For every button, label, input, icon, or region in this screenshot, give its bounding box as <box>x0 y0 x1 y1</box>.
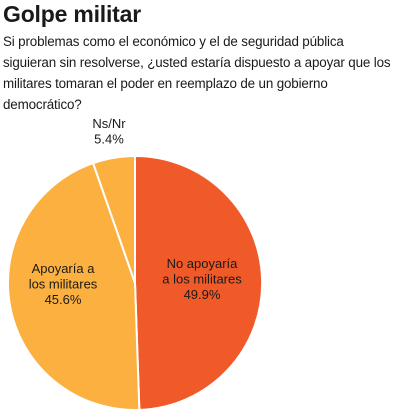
slice-value-label: 5.4% <box>94 132 124 147</box>
slice-value-label: 45.6% <box>45 292 82 307</box>
slice-category-label: Apoyaría a <box>32 261 96 276</box>
slice-category-label: Ns/Nr <box>92 116 126 131</box>
pie-slice-apoyaria <box>6 162 141 411</box>
slice-category-label: a los militares <box>162 272 242 287</box>
slice-label-ns-nr: Ns/Nr 5.4% <box>92 116 126 147</box>
chart-subtitle: Si problemas como el económico y el de s… <box>3 34 391 112</box>
pie-slice-ns-nr <box>92 155 136 284</box>
slice-category-label: No apoyaría <box>167 256 239 271</box>
slice-category-label: los militares <box>29 277 98 292</box>
slice-label-apoyaria: Apoyaría a los militares 45.6% <box>29 261 98 307</box>
pie-slice-no-apoyaria <box>134 155 264 411</box>
slice-label-no-apoyaria: No apoyaría a los militares 49.9% <box>162 256 242 302</box>
slice-value-label: 49.9% <box>184 287 221 302</box>
chart-title: Golpe militar <box>3 1 141 27</box>
